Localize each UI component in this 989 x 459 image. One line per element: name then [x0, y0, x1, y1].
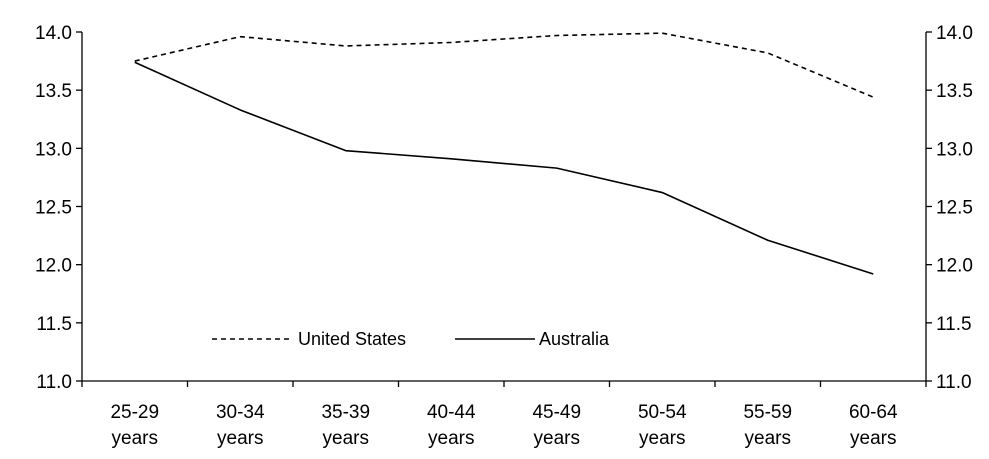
y-tick-label-left: 12.0 — [35, 256, 72, 277]
y-tick-label-right: 13.0 — [936, 139, 973, 160]
y-tick-label-right: 12.5 — [936, 198, 973, 219]
y-tick-label-left: 14.0 — [35, 23, 72, 44]
series-line-united-states — [134, 32, 874, 98]
x-tick-label: 35-39 years — [321, 402, 370, 449]
chart-axes: 11.0 11.5 12.0 12.5 13.0 13.5 14.0 11.0 11.5 12.0… — [35, 23, 973, 449]
chart-legend: United States Australia — [212, 329, 610, 349]
x-tick-label: 50-54 years — [638, 402, 687, 449]
legend-label-australia: Australia — [539, 329, 610, 349]
legend-label-united-states: United States — [298, 329, 406, 349]
chart-series — [134, 32, 874, 275]
x-tick-label: 30-34 years — [216, 402, 265, 449]
y-tick-label-left: 13.0 — [35, 139, 72, 160]
y-tick-label-right: 13.5 — [936, 81, 973, 102]
y-tick-label-right: 12.0 — [936, 256, 973, 277]
y-tick-label-right: 11.5 — [936, 314, 972, 335]
series-line-australia — [134, 61, 874, 275]
x-tick-label: 55-59 years — [743, 402, 792, 449]
x-tick-label: 25-29 years — [110, 402, 159, 449]
y-tick-label-left: 11.5 — [36, 314, 72, 335]
y-tick-label-left: 12.5 — [35, 198, 72, 219]
x-tick-label: 40-44 years — [427, 402, 476, 449]
x-tick-label: 60-64 years — [849, 402, 898, 449]
y-tick-label-right: 11.0 — [936, 372, 972, 393]
x-tick-label: 45-49 years — [532, 402, 581, 449]
y-tick-label-left: 11.0 — [36, 372, 72, 393]
y-tick-label-left: 13.5 — [35, 81, 72, 102]
y-tick-label-right: 14.0 — [936, 23, 973, 44]
